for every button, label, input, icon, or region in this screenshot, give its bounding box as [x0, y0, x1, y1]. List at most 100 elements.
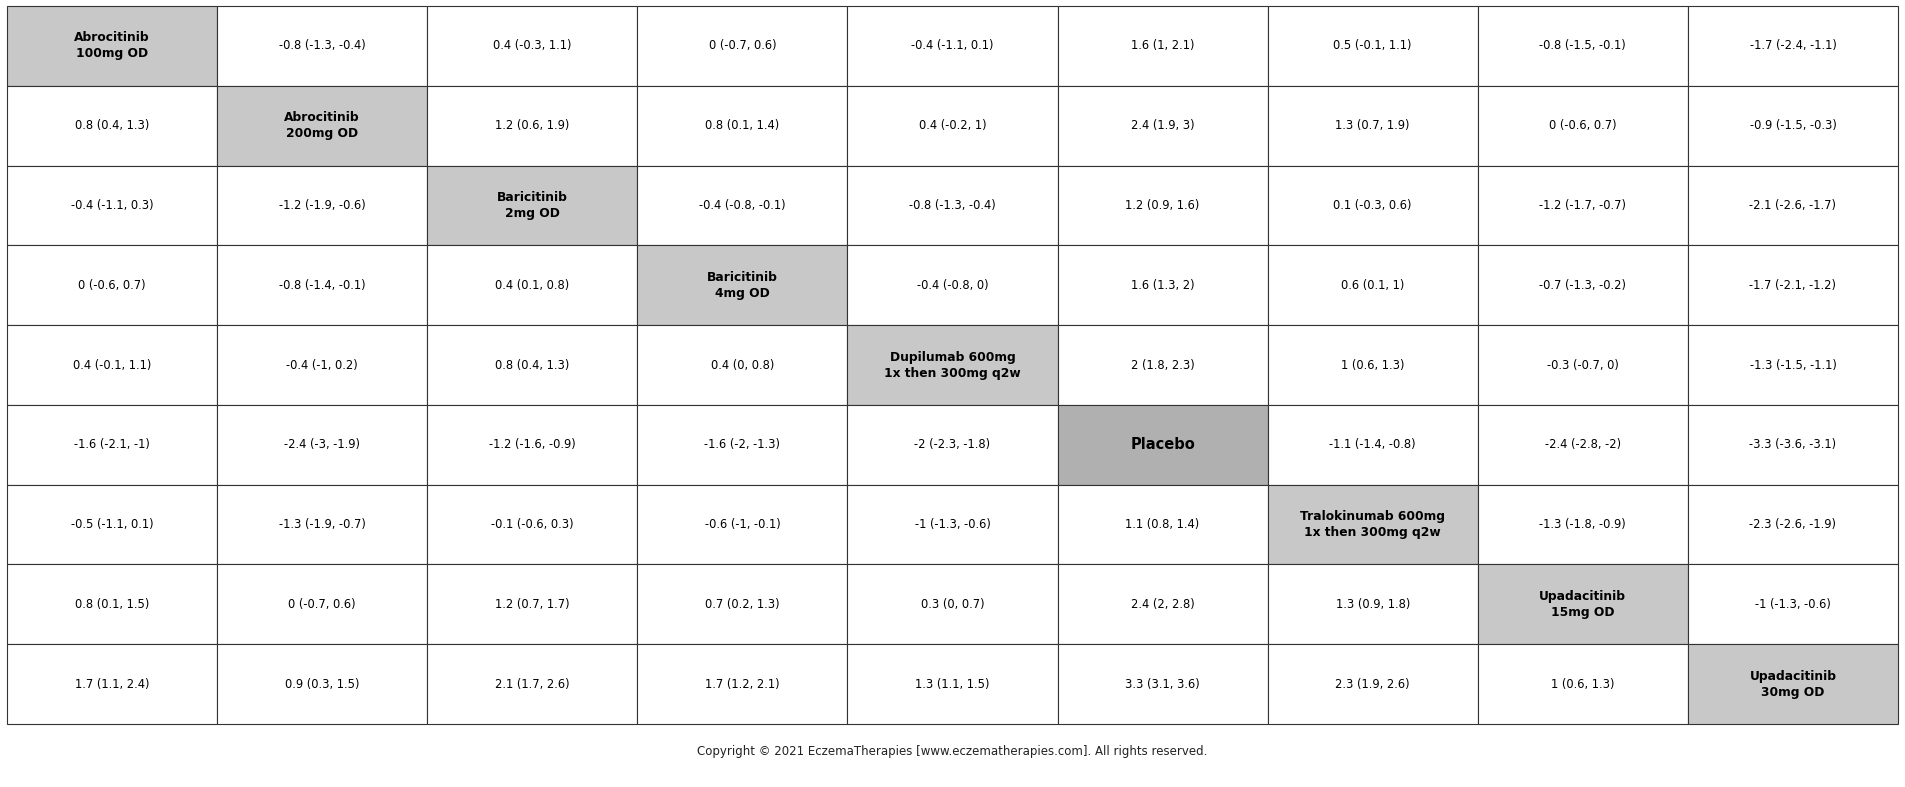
Text: -0.7 (-1.3, -0.2): -0.7 (-1.3, -0.2) — [1539, 279, 1627, 292]
Bar — [217, 165, 427, 246]
Bar — [217, 6, 427, 86]
Bar — [638, 6, 848, 86]
Text: -1.2 (-1.6, -0.9): -1.2 (-1.6, -0.9) — [490, 438, 575, 451]
Bar — [1057, 485, 1267, 564]
Text: -0.8 (-1.4, -0.1): -0.8 (-1.4, -0.1) — [278, 279, 366, 292]
Text: 2.4 (1.9, 3): 2.4 (1.9, 3) — [1132, 119, 1194, 132]
Bar — [1688, 405, 1897, 485]
Text: 0.3 (0, 0.7): 0.3 (0, 0.7) — [920, 598, 985, 611]
Bar — [8, 165, 217, 246]
Text: -0.8 (-1.3, -0.4): -0.8 (-1.3, -0.4) — [909, 199, 996, 212]
Text: 1.7 (1.1, 2.4): 1.7 (1.1, 2.4) — [74, 678, 149, 691]
Text: 2.4 (2, 2.8): 2.4 (2, 2.8) — [1132, 598, 1194, 611]
Text: 1.2 (0.7, 1.7): 1.2 (0.7, 1.7) — [495, 598, 570, 611]
Text: 1.3 (0.7, 1.9): 1.3 (0.7, 1.9) — [1335, 119, 1410, 132]
Text: -2.4 (-3, -1.9): -2.4 (-3, -1.9) — [284, 438, 360, 451]
Bar — [8, 86, 217, 165]
Text: -1.7 (-2.4, -1.1): -1.7 (-2.4, -1.1) — [1749, 39, 1836, 53]
Bar — [217, 485, 427, 564]
Bar — [427, 165, 638, 246]
Text: 0.4 (0, 0.8): 0.4 (0, 0.8) — [711, 359, 773, 371]
Text: -1.2 (-1.9, -0.6): -1.2 (-1.9, -0.6) — [278, 199, 366, 212]
Text: -0.1 (-0.6, 0.3): -0.1 (-0.6, 0.3) — [491, 518, 573, 531]
Text: -0.8 (-1.3, -0.4): -0.8 (-1.3, -0.4) — [278, 39, 366, 53]
Bar — [217, 564, 427, 645]
Text: 0.6 (0.1, 1): 0.6 (0.1, 1) — [1341, 279, 1404, 292]
Bar — [1688, 246, 1897, 325]
Bar — [1478, 86, 1688, 165]
Bar — [427, 325, 638, 405]
Text: 2.3 (1.9, 2.6): 2.3 (1.9, 2.6) — [1335, 678, 1410, 691]
Text: -1.6 (-2.1, -1): -1.6 (-2.1, -1) — [74, 438, 150, 451]
Bar — [1267, 6, 1478, 86]
Bar — [1057, 564, 1267, 645]
Text: Upadacitinib
15mg OD: Upadacitinib 15mg OD — [1539, 589, 1627, 619]
Bar — [1057, 246, 1267, 325]
Text: -1.7 (-2.1, -1.2): -1.7 (-2.1, -1.2) — [1749, 279, 1836, 292]
Text: -1 (-1.3, -0.6): -1 (-1.3, -0.6) — [914, 518, 991, 531]
Text: -1 (-1.3, -0.6): -1 (-1.3, -0.6) — [1755, 598, 1831, 611]
Bar — [848, 246, 1057, 325]
Text: 1.1 (0.8, 1.4): 1.1 (0.8, 1.4) — [1126, 518, 1200, 531]
Bar — [1267, 405, 1478, 485]
Bar — [1688, 6, 1897, 86]
Bar — [1057, 405, 1267, 485]
Bar — [638, 325, 848, 405]
Text: 0.5 (-0.1, 1.1): 0.5 (-0.1, 1.1) — [1334, 39, 1412, 53]
Text: 1.7 (1.2, 2.1): 1.7 (1.2, 2.1) — [705, 678, 779, 691]
Text: Baricitinib
2mg OD: Baricitinib 2mg OD — [497, 191, 568, 220]
Text: -0.8 (-1.5, -0.1): -0.8 (-1.5, -0.1) — [1539, 39, 1627, 53]
Text: 0.4 (-0.1, 1.1): 0.4 (-0.1, 1.1) — [72, 359, 150, 371]
Text: Abrocitinib
100mg OD: Abrocitinib 100mg OD — [74, 31, 150, 61]
Bar — [848, 325, 1057, 405]
Bar — [1688, 325, 1897, 405]
Bar — [1267, 86, 1478, 165]
Bar — [848, 405, 1057, 485]
Text: -1.2 (-1.7, -0.7): -1.2 (-1.7, -0.7) — [1539, 199, 1627, 212]
Text: 1.6 (1, 2.1): 1.6 (1, 2.1) — [1132, 39, 1194, 53]
Text: 0.8 (0.4, 1.3): 0.8 (0.4, 1.3) — [74, 119, 149, 132]
Bar — [848, 564, 1057, 645]
Bar — [1478, 564, 1688, 645]
Text: -2.1 (-2.6, -1.7): -2.1 (-2.6, -1.7) — [1749, 199, 1836, 212]
Bar — [427, 405, 638, 485]
Bar — [1478, 165, 1688, 246]
Bar — [217, 325, 427, 405]
Text: Upadacitinib
30mg OD: Upadacitinib 30mg OD — [1749, 670, 1836, 699]
Text: 0.1 (-0.3, 0.6): 0.1 (-0.3, 0.6) — [1334, 199, 1412, 212]
Text: -1.3 (-1.5, -1.1): -1.3 (-1.5, -1.1) — [1749, 359, 1836, 371]
Bar — [638, 86, 848, 165]
Bar — [8, 6, 217, 86]
Text: -0.4 (-0.8, 0): -0.4 (-0.8, 0) — [916, 279, 989, 292]
Text: 0 (-0.7, 0.6): 0 (-0.7, 0.6) — [709, 39, 775, 53]
Text: -0.4 (-1.1, 0.3): -0.4 (-1.1, 0.3) — [70, 199, 154, 212]
Bar — [848, 645, 1057, 724]
Text: 2.1 (1.7, 2.6): 2.1 (1.7, 2.6) — [495, 678, 570, 691]
Text: 1.6 (1.3, 2): 1.6 (1.3, 2) — [1132, 279, 1194, 292]
Bar — [427, 6, 638, 86]
Bar — [1478, 405, 1688, 485]
Bar — [1267, 645, 1478, 724]
Text: -0.4 (-0.8, -0.1): -0.4 (-0.8, -0.1) — [699, 199, 785, 212]
Text: 0 (-0.6, 0.7): 0 (-0.6, 0.7) — [78, 279, 147, 292]
Bar — [848, 6, 1057, 86]
Text: 0.4 (-0.3, 1.1): 0.4 (-0.3, 1.1) — [493, 39, 572, 53]
Text: -1.3 (-1.8, -0.9): -1.3 (-1.8, -0.9) — [1539, 518, 1627, 531]
Bar — [1688, 564, 1897, 645]
Bar — [638, 165, 848, 246]
Text: -1.6 (-2, -1.3): -1.6 (-2, -1.3) — [705, 438, 781, 451]
Text: 0.4 (0.1, 0.8): 0.4 (0.1, 0.8) — [495, 279, 570, 292]
Bar — [217, 246, 427, 325]
Bar — [848, 165, 1057, 246]
Text: 0.8 (0.4, 1.3): 0.8 (0.4, 1.3) — [495, 359, 570, 371]
Bar — [638, 246, 848, 325]
Bar — [1267, 485, 1478, 564]
Bar — [848, 485, 1057, 564]
Bar — [1057, 6, 1267, 86]
Text: 3.3 (3.1, 3.6): 3.3 (3.1, 3.6) — [1126, 678, 1200, 691]
Text: -0.4 (-1.1, 0.1): -0.4 (-1.1, 0.1) — [911, 39, 994, 53]
Text: 1.3 (1.1, 1.5): 1.3 (1.1, 1.5) — [914, 678, 991, 691]
Bar — [1267, 246, 1478, 325]
Bar — [1688, 645, 1897, 724]
Bar — [427, 485, 638, 564]
